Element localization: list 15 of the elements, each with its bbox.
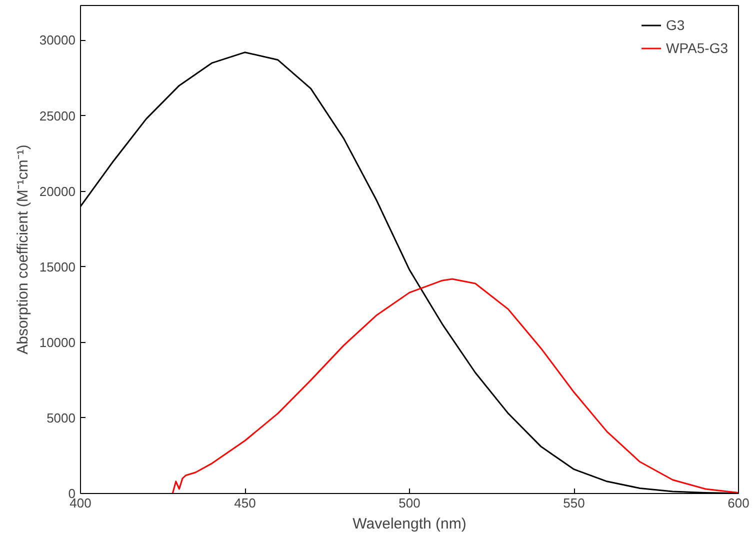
x-tick-label: 600: [728, 496, 750, 510]
y-tick-label: 20000: [39, 184, 76, 199]
y-tick-label: 15000: [39, 259, 76, 274]
legend-label: G3: [666, 17, 686, 33]
y-tick-label: 30000: [39, 32, 76, 48]
line-series: [172, 278, 738, 494]
y-tick-label: 25000: [39, 108, 76, 124]
y-axis-title: Absorption coefficient (M⁻¹cm⁻¹): [14, 144, 32, 354]
x-tick-label: 550: [563, 496, 585, 510]
x-tick-label: 450: [234, 496, 256, 510]
legend-label: WPA5-G3: [666, 40, 728, 56]
y-tick-label: 5000: [46, 410, 76, 426]
x-axis-title: Wavelength (nm): [352, 516, 466, 532]
y-tick-label: 10000: [39, 334, 76, 350]
x-tick-label: 500: [398, 496, 420, 510]
